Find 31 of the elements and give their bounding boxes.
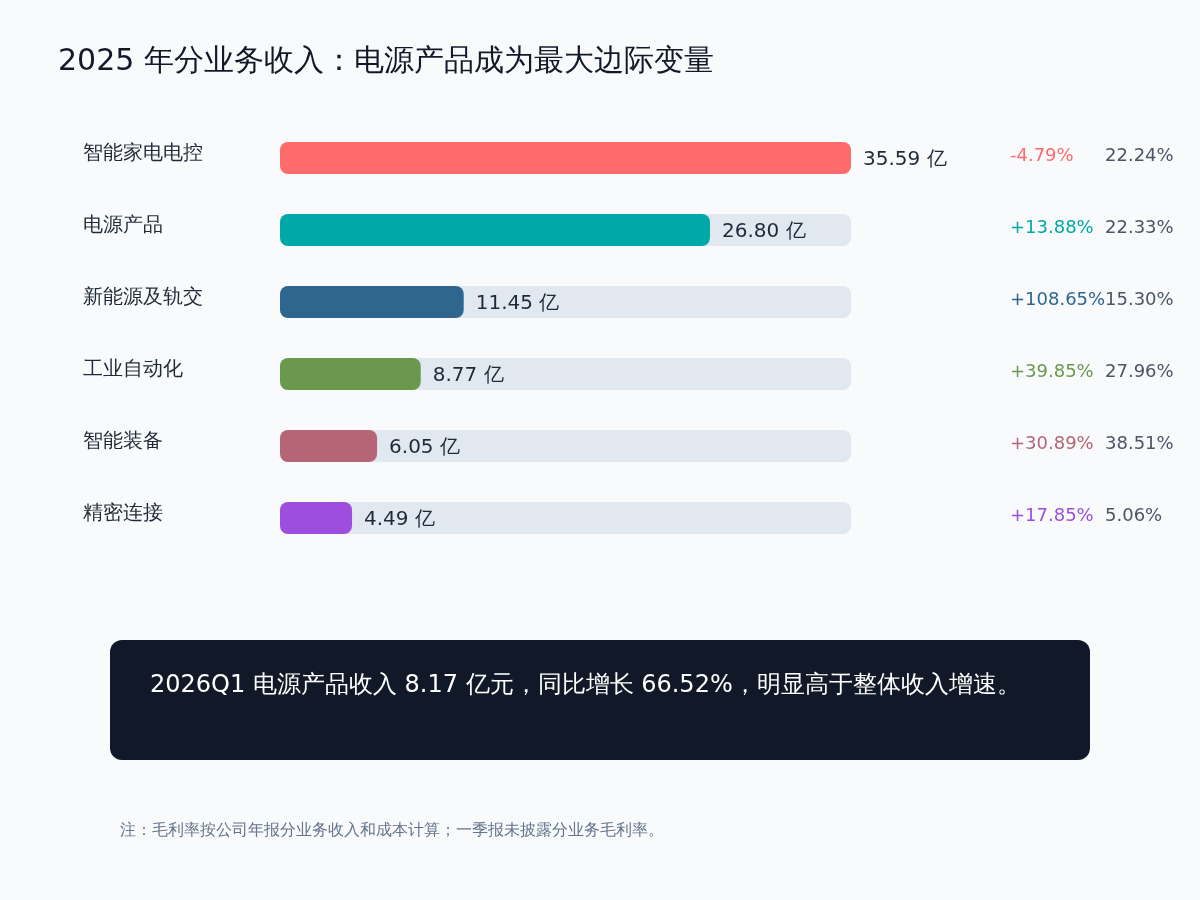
- y-tick-label: 精密连接: [83, 500, 163, 524]
- text: 注：毛利率按公司年报分业务收入和成本计算；一季报未披露分业务毛利率。: [120, 820, 664, 841]
- data-label: 8.77 亿: [432, 362, 504, 386]
- text: +108.65%: [1010, 288, 1106, 310]
- text: 15.30%: [1105, 288, 1174, 310]
- chart-title: 2025 年分业务收入：电源产品成为最大边际变量: [58, 41, 714, 79]
- bar: [280, 358, 421, 390]
- data-label: 11.45 亿: [475, 290, 560, 314]
- text: 22.24%: [1105, 144, 1174, 166]
- y-tick-label: 智能家电电控: [83, 140, 203, 164]
- data-label: 4.49 亿: [364, 506, 435, 530]
- text: 5.06%: [1105, 504, 1163, 526]
- text: 22.33%: [1105, 216, 1174, 238]
- text: +30.89%: [1010, 432, 1094, 454]
- callout-box: 2026Q1 电源产品收入 8.17 亿元，同比增长 66.52%，明显高于整体收入增速。: [110, 640, 1090, 760]
- text: -4.79%: [1010, 144, 1074, 166]
- data-label: 26.80 亿: [721, 218, 806, 242]
- bar: [280, 502, 353, 534]
- y-tick-label: 新能源及轨交: [83, 284, 203, 308]
- text: 38.51%: [1105, 432, 1174, 454]
- bar: [280, 430, 378, 462]
- text: +39.85%: [1010, 360, 1094, 382]
- data-label: 6.05 亿: [389, 434, 460, 458]
- bar: [280, 286, 464, 318]
- data-label: 35.59 亿: [863, 146, 947, 170]
- text: 27.96%: [1105, 360, 1174, 382]
- y-tick-label: 工业自动化: [83, 356, 183, 380]
- text: +17.85%: [1010, 504, 1094, 526]
- y-tick-label: 电源产品: [83, 212, 163, 236]
- y-tick-label: 智能装备: [83, 428, 163, 452]
- text: +13.88%: [1010, 216, 1094, 238]
